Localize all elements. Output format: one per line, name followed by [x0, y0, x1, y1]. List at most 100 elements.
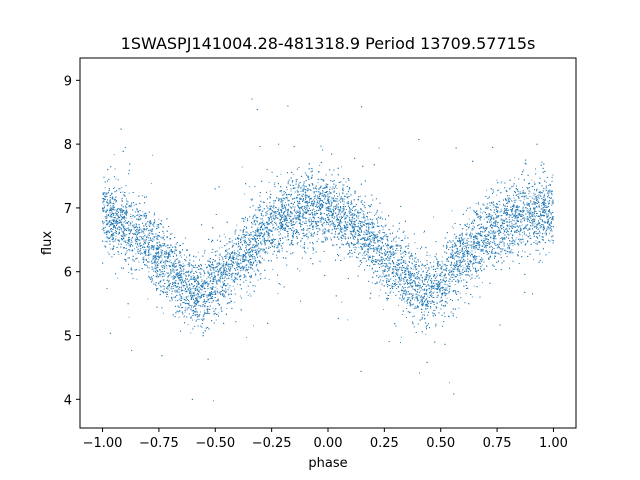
- data-point: [239, 295, 241, 297]
- data-point: [548, 232, 550, 234]
- data-point: [358, 247, 360, 249]
- data-point: [334, 227, 336, 229]
- data-point: [157, 283, 159, 285]
- data-point: [399, 280, 401, 282]
- data-point: [361, 222, 363, 224]
- data-point: [229, 253, 230, 255]
- data-point: [129, 242, 131, 244]
- data-point: [309, 217, 311, 219]
- data-point: [269, 223, 271, 225]
- data-point: [369, 247, 371, 249]
- data-point: [111, 203, 113, 205]
- data-point: [402, 252, 404, 254]
- data-point: [172, 277, 174, 279]
- data-point: [134, 248, 136, 250]
- data-point: [126, 234, 128, 236]
- data-point: [374, 246, 376, 248]
- data-point: [357, 213, 359, 214]
- data-point: [163, 254, 165, 256]
- data-point: [433, 216, 435, 218]
- data-point: [370, 212, 372, 213]
- data-point: [343, 208, 345, 210]
- data-point: [152, 257, 154, 259]
- data-point: [473, 242, 475, 244]
- data-point: [406, 264, 408, 266]
- data-point: [285, 202, 286, 204]
- data-point: [457, 261, 459, 263]
- data-point: [213, 400, 214, 402]
- data-point: [523, 198, 525, 200]
- data-point: [213, 277, 214, 279]
- data-point: [401, 314, 403, 316]
- data-point: [155, 285, 157, 287]
- data-point: [186, 271, 188, 273]
- data-point: [347, 215, 349, 217]
- data-point: [458, 264, 460, 266]
- data-point: [113, 203, 115, 205]
- data-point: [466, 232, 468, 234]
- data-point: [326, 196, 328, 198]
- data-point: [203, 275, 205, 277]
- data-point: [534, 207, 536, 209]
- data-point: [280, 173, 282, 175]
- data-point: [416, 294, 418, 296]
- data-point: [115, 178, 117, 180]
- data-point: [141, 230, 143, 232]
- data-point: [154, 260, 156, 262]
- data-point: [322, 200, 324, 202]
- data-point: [217, 262, 219, 264]
- data-point: [507, 225, 509, 227]
- data-point: [268, 279, 270, 280]
- data-point: [410, 271, 412, 273]
- data-point: [250, 198, 252, 200]
- data-point: [445, 263, 447, 265]
- data-point: [343, 178, 345, 180]
- data-point: [417, 274, 418, 276]
- data-point: [133, 204, 135, 206]
- data-point: [168, 257, 169, 258]
- data-point: [220, 281, 221, 283]
- data-point: [390, 290, 392, 292]
- data-point: [521, 224, 523, 226]
- data-point: [353, 226, 355, 227]
- data-point: [531, 222, 533, 224]
- data-point: [183, 286, 185, 288]
- data-point: [109, 199, 111, 200]
- data-point: [407, 298, 409, 300]
- data-point: [113, 154, 115, 156]
- data-point: [154, 261, 156, 263]
- data-point: [240, 249, 242, 251]
- data-point: [204, 312, 206, 314]
- data-point: [399, 268, 401, 270]
- data-point: [386, 253, 387, 255]
- data-point: [202, 318, 204, 320]
- data-point: [227, 253, 229, 255]
- data-point: [296, 210, 298, 212]
- data-point: [140, 236, 142, 238]
- data-point: [175, 299, 177, 301]
- data-point: [141, 229, 142, 231]
- data-point: [386, 278, 388, 280]
- data-point: [280, 201, 282, 203]
- data-point: [357, 239, 359, 240]
- data-point: [184, 311, 186, 313]
- data-point: [436, 275, 438, 277]
- data-point: [218, 304, 220, 306]
- data-point: [256, 252, 258, 254]
- data-point: [220, 285, 222, 287]
- data-point: [339, 246, 341, 248]
- data-point: [534, 220, 536, 222]
- data-point: [231, 278, 233, 280]
- data-point: [190, 287, 192, 289]
- data-point: [474, 248, 476, 250]
- data-point: [289, 206, 291, 208]
- data-point: [456, 265, 458, 267]
- data-point: [333, 208, 334, 210]
- data-point: [529, 191, 531, 193]
- data-point: [522, 187, 523, 188]
- data-point: [452, 270, 454, 272]
- data-point: [135, 253, 137, 255]
- data-point: [461, 271, 463, 273]
- data-point: [387, 294, 389, 296]
- data-point: [537, 226, 539, 228]
